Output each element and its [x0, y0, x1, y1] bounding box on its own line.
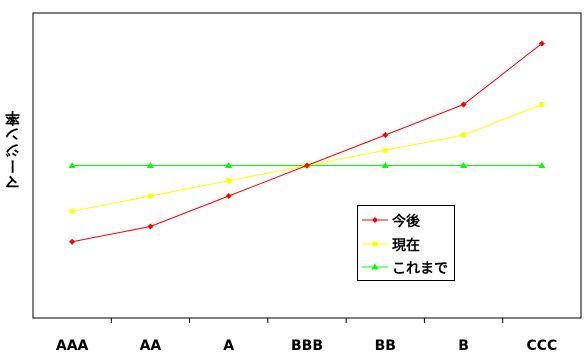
- legend-swatch-2: [362, 263, 388, 270]
- y-axis-label: マージン率: [4, 110, 22, 190]
- x-tick-label: AAA: [56, 338, 89, 353]
- data-point: [538, 40, 545, 47]
- legend-label: 今後: [392, 214, 420, 230]
- legend-marker: [371, 263, 379, 270]
- data-point: [304, 162, 310, 169]
- data-point: [461, 132, 467, 138]
- data-point: [225, 162, 233, 168]
- data-point: [226, 178, 232, 184]
- legend-marker: [372, 217, 378, 223]
- x-tick-label: A: [223, 338, 234, 353]
- data-point: [382, 132, 389, 138]
- x-tick-label: AA: [140, 338, 162, 353]
- x-axis-labels: AAA AA A BBB BB B CCC: [56, 338, 557, 353]
- legend-item: 現在: [362, 234, 454, 254]
- data-point: [382, 147, 388, 153]
- x-tick-label: BB: [375, 338, 396, 353]
- data-point: [69, 208, 75, 214]
- legend-swatch-0: [362, 217, 388, 223]
- legend-item: これまで: [362, 257, 454, 277]
- legend-marker: [372, 241, 378, 247]
- legend-label: 現在: [392, 238, 420, 254]
- data-point: [147, 193, 153, 199]
- data-point: [539, 102, 545, 107]
- data-point: [460, 162, 468, 168]
- legend-swatch-1: [362, 241, 388, 247]
- x-tick-label: B: [458, 338, 469, 353]
- x-tick-label: CCC: [526, 338, 557, 353]
- data-point: [381, 162, 389, 168]
- data-point: [68, 162, 76, 168]
- x-axis-ticks: [110, 318, 504, 323]
- data-point: [146, 162, 154, 168]
- legend-label: これまで: [392, 261, 448, 277]
- data-point: [69, 238, 76, 245]
- legend-item: 今後: [362, 210, 454, 230]
- x-tick-label: BBB: [291, 338, 323, 353]
- legend: 今後 現在 これまで: [357, 205, 455, 281]
- data-point: [225, 193, 232, 199]
- data-point: [460, 101, 467, 108]
- series-group: [68, 40, 546, 245]
- data-point: [538, 162, 546, 168]
- data-point: [147, 223, 154, 230]
